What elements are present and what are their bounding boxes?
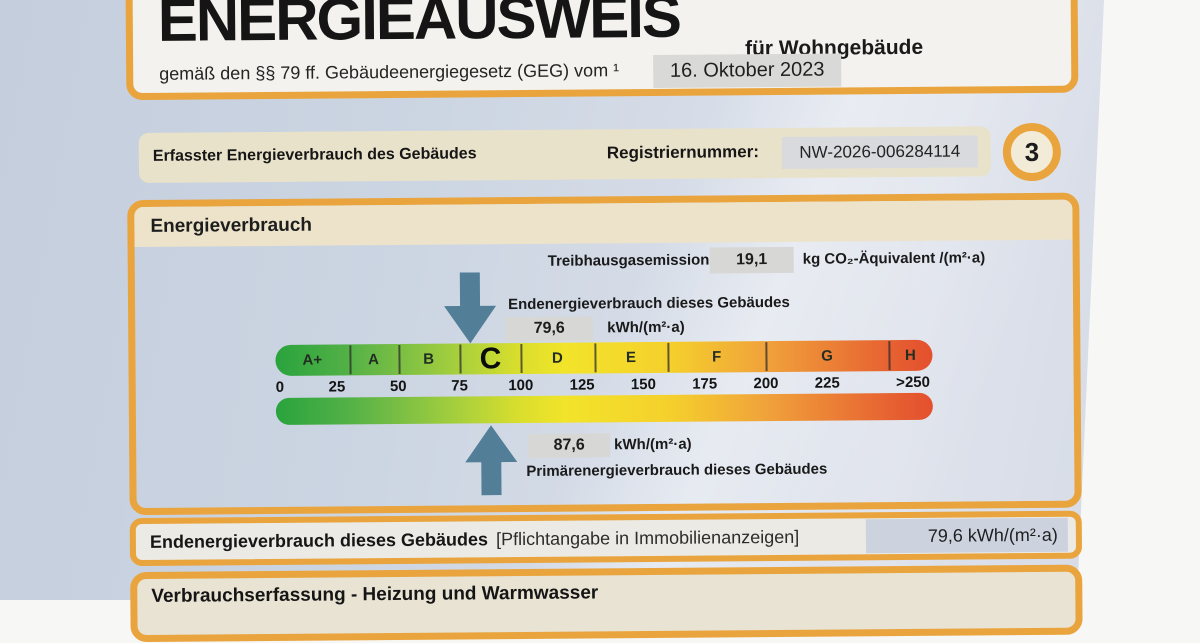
ghg-unit: kg CO₂-Äquivalent /(m²·a) bbox=[802, 249, 986, 268]
certificate-page: ENERGIEAUSWEIS für Wohngebäude gemäß den… bbox=[125, 0, 1083, 643]
consumption-section-box: Verbrauchserfassung - Heizung und Warmwa… bbox=[130, 564, 1083, 643]
energy-scale-band-secondary bbox=[275, 392, 933, 425]
scale-class-boundary bbox=[667, 342, 670, 372]
registriernummer-value-box: NW-2026-006284114 bbox=[781, 135, 978, 169]
law-reference: gemäß den §§ 79 ff. Gebäudeenergiegesetz… bbox=[159, 60, 620, 84]
consumption-section-title: Verbrauchserfassung - Heizung und Warmwa… bbox=[151, 582, 599, 607]
scale-class-label: B bbox=[423, 350, 435, 368]
end-energy-value-chip: 79,6 bbox=[505, 316, 594, 342]
ghg-value: 19,1 bbox=[736, 251, 768, 269]
ghg-value-chip: 19,1 bbox=[709, 246, 794, 274]
mandatory-value: 79,6 kWh/(m²·a) bbox=[927, 524, 1058, 546]
end-energy-unit: kWh/(m²·a) bbox=[607, 318, 685, 337]
mandatory-bar: Endenergieverbrauch dieses Gebäudes [Pfl… bbox=[129, 510, 1083, 567]
scale-tick-label: 200 bbox=[753, 374, 779, 393]
scale-class-label: C bbox=[479, 342, 501, 376]
certificate-title: ENERGIEAUSWEIS bbox=[157, 0, 681, 54]
energy-scale-band: A+ A B C D E F G H bbox=[275, 339, 933, 376]
scale-tick-label: 75 bbox=[451, 377, 468, 395]
energy-section-box: Energieverbrauch Treibhausgasemissionen … bbox=[127, 192, 1082, 516]
scale-class-boundary bbox=[594, 343, 597, 373]
primary-energy-value: 87,6 bbox=[553, 436, 585, 454]
energy-section-header: Energieverbrauch bbox=[134, 199, 1073, 248]
mandatory-note: [Pflichtangabe in Immobilienanzeigen] bbox=[495, 526, 800, 549]
mandatory-value-box: 79,6 kWh/(m²·a) bbox=[865, 517, 1069, 554]
scale-class-label: E bbox=[625, 349, 636, 367]
end-energy-down-arrow-icon bbox=[444, 272, 497, 344]
section-label-erfasster: Erfasster Energieverbrauch des Gebäudes bbox=[152, 145, 477, 165]
scale-class-boundary bbox=[348, 345, 352, 375]
scale-tick-label: 100 bbox=[508, 376, 534, 395]
scale-class-boundary bbox=[888, 341, 891, 371]
ghg-label: Treibhausgasemissionen bbox=[547, 251, 728, 270]
primary-energy-up-arrow-icon bbox=[465, 425, 518, 496]
issue-date: 16. Oktober 2023 bbox=[669, 58, 825, 82]
scale-class-boundary bbox=[765, 342, 768, 372]
scale-tick-label: 150 bbox=[630, 375, 656, 394]
photographed-paper bbox=[0, 0, 1104, 600]
registriernummer-value: NW-2026-006284114 bbox=[799, 141, 961, 162]
scale-class-boundary bbox=[520, 343, 523, 374]
page-number: 3 bbox=[1024, 136, 1040, 167]
end-energy-value: 79,6 bbox=[533, 319, 565, 337]
scale-tick-label: >250 bbox=[896, 373, 931, 392]
primary-energy-label: Primärenergieverbrauch dieses Gebäudes bbox=[526, 460, 828, 480]
scale-class-label: G bbox=[821, 347, 833, 365]
scale-tick-label: 225 bbox=[814, 374, 840, 392]
energy-section-title: Energieverbrauch bbox=[150, 214, 313, 237]
scale-tick-label: 50 bbox=[389, 377, 407, 396]
scale-class-label: H bbox=[904, 346, 916, 364]
scale-class-boundary bbox=[459, 344, 462, 374]
registry-bar: Erfasster Energieverbrauch des Gebäudes … bbox=[138, 126, 992, 184]
scale-tick-label: 175 bbox=[692, 375, 718, 393]
issue-date-box: 16. Oktober 2023 bbox=[653, 53, 842, 88]
primary-energy-unit: kWh/(m²·a) bbox=[614, 435, 692, 454]
page-number-badge: 3 bbox=[1002, 122, 1062, 182]
scale-class-boundary bbox=[397, 344, 401, 374]
header-box: ENERGIEAUSWEIS für Wohngebäude gemäß den… bbox=[125, 0, 1079, 101]
end-energy-label: Endenergieverbrauch dieses Gebäudes bbox=[507, 293, 790, 314]
scale-class-label: D bbox=[551, 349, 563, 367]
scale-tick-label: 0 bbox=[275, 378, 285, 396]
scale-tick-label: 125 bbox=[569, 376, 595, 394]
scale-class-label: F bbox=[712, 348, 722, 366]
scale-class-label: A+ bbox=[302, 351, 323, 369]
scale-class-label: A bbox=[368, 351, 380, 369]
mandatory-label: Endenergieverbrauch dieses Gebäudes bbox=[149, 528, 489, 552]
registriernummer-label: Registriernummer: bbox=[606, 142, 760, 163]
scale-tick-label: 25 bbox=[328, 378, 346, 396]
primary-energy-value-chip: 87,6 bbox=[528, 433, 611, 458]
